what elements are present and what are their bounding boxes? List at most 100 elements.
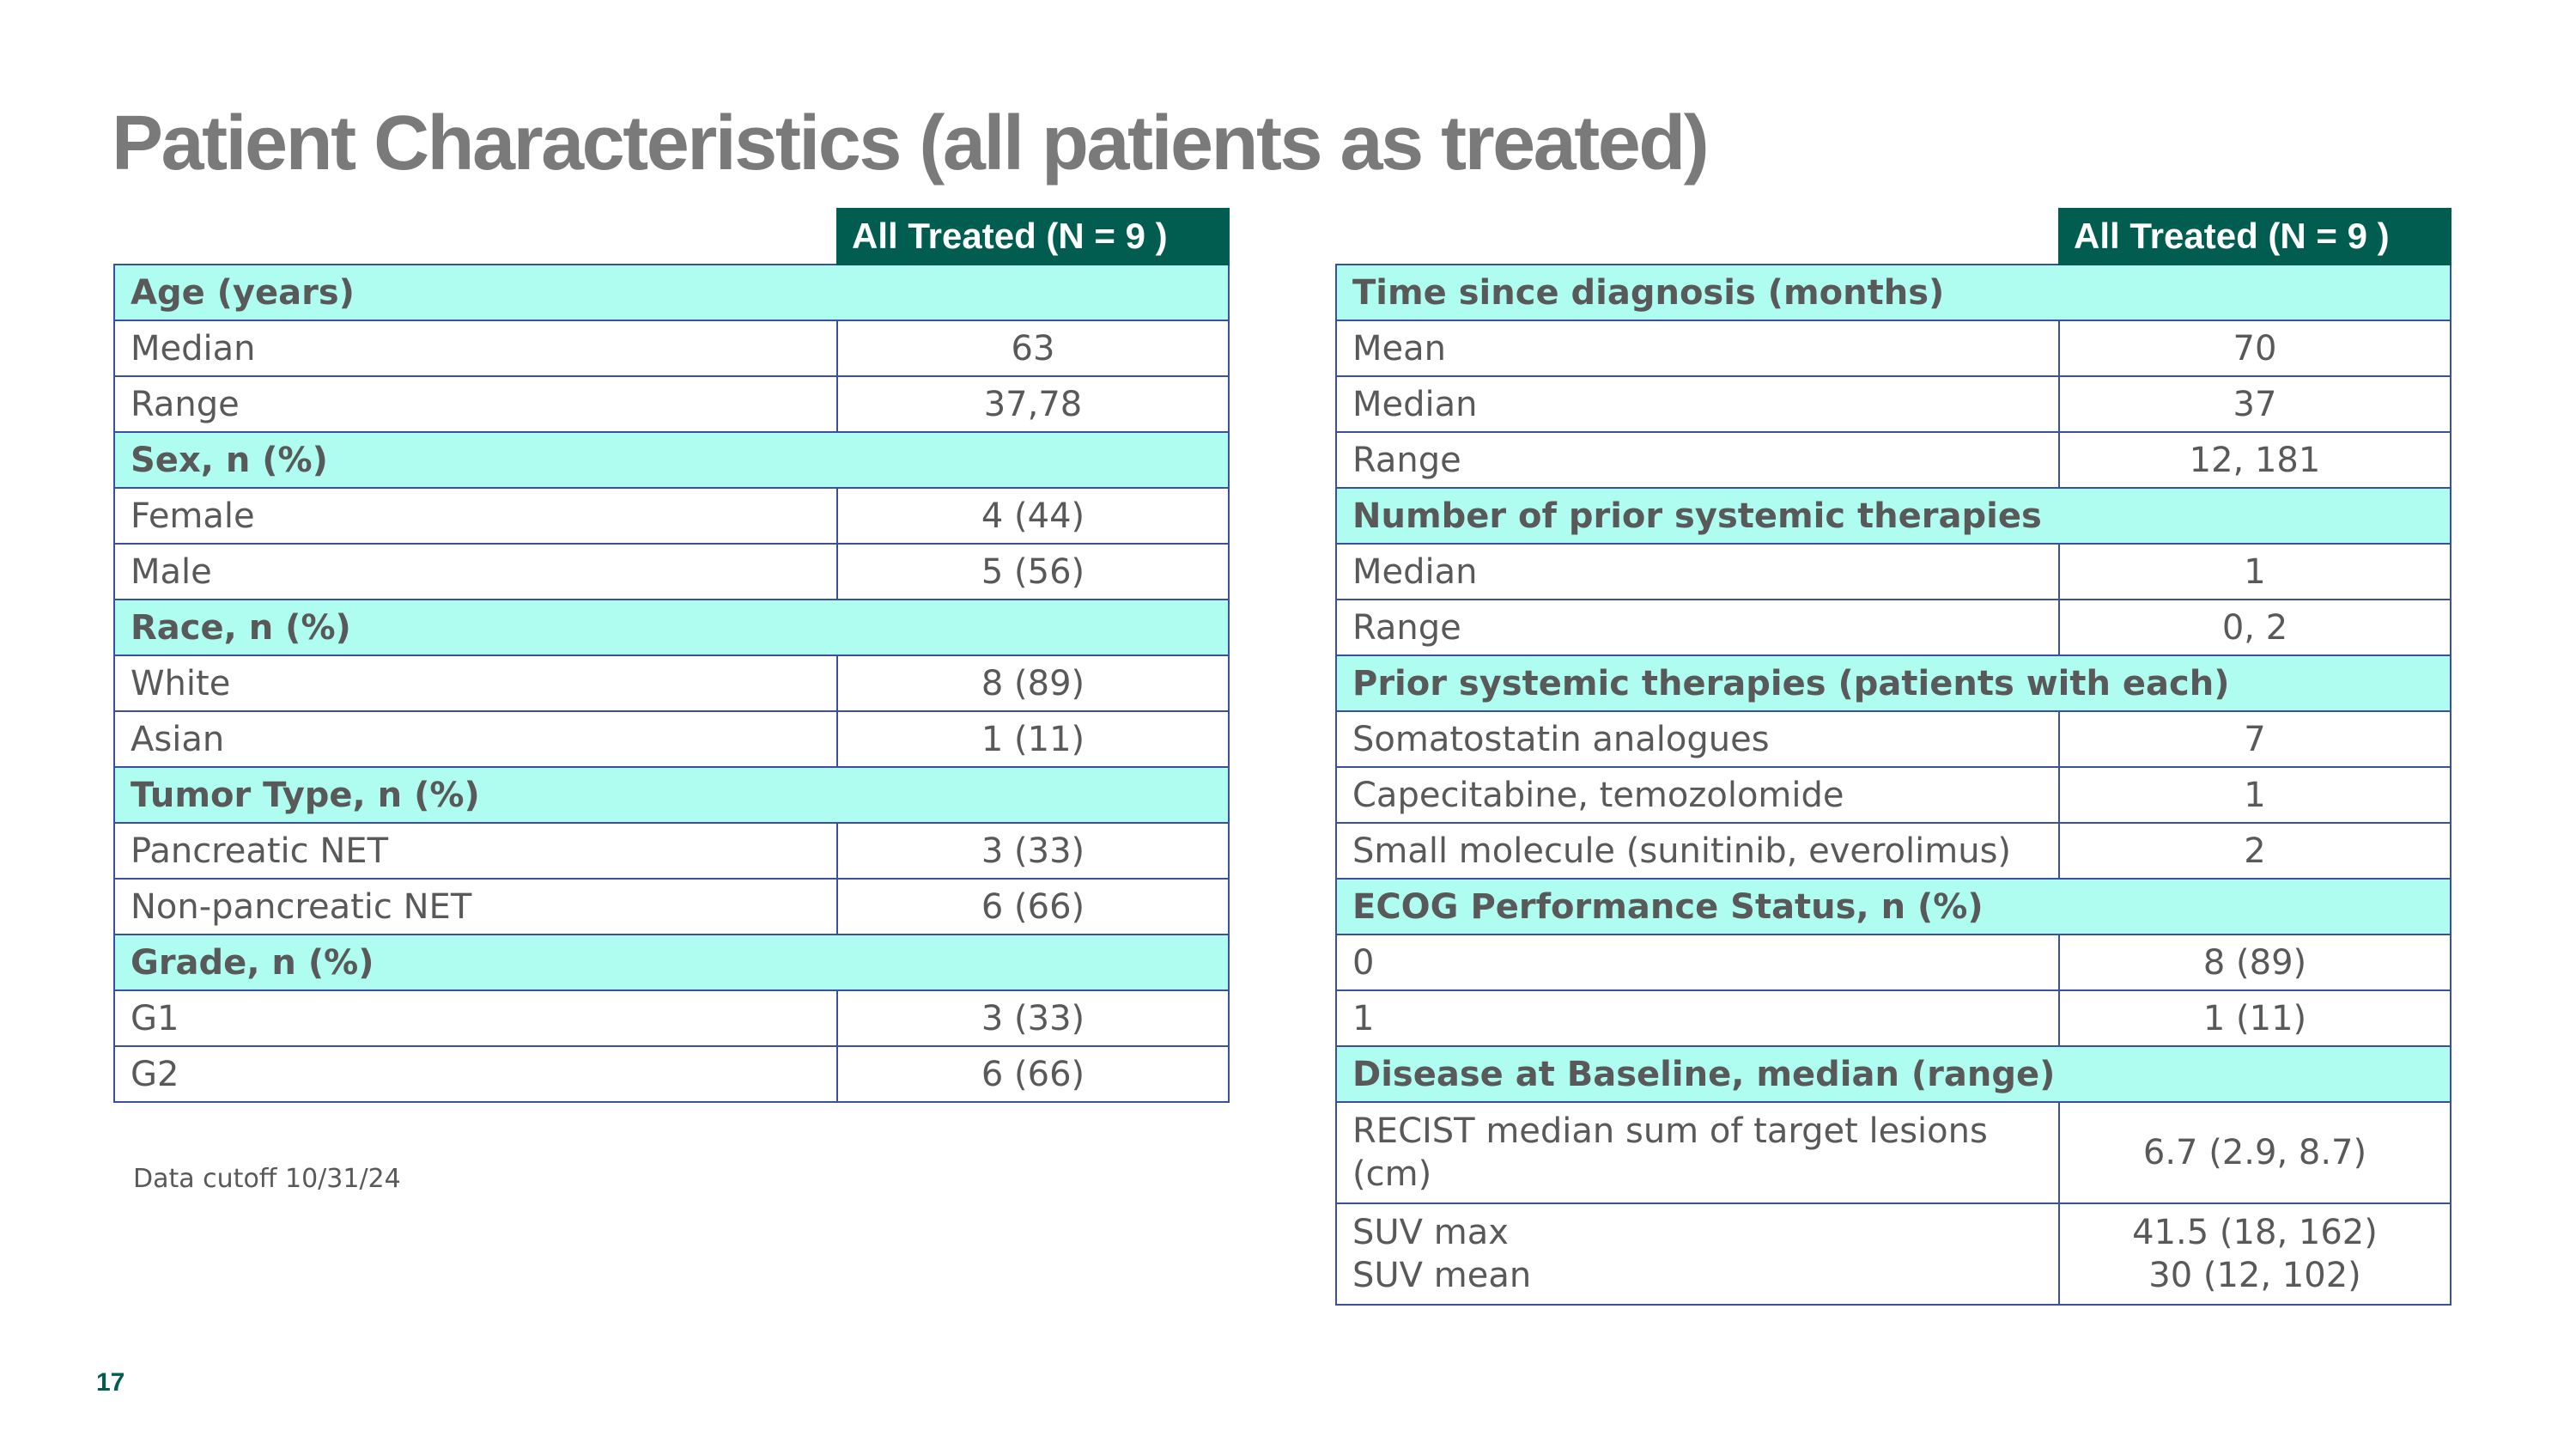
section-header-row: Age (years) [113, 264, 1230, 321]
section-header-row: ECOG Performance Status, n (%) [1335, 878, 2451, 935]
row-value: 6 (66) [836, 1045, 1230, 1103]
row-label: Male [113, 543, 838, 600]
data-cutoff-footnote: Data cutoff 10/31/24 [133, 1164, 401, 1194]
section-label: Age (years) [113, 264, 1230, 321]
row-label: Female [113, 487, 838, 545]
row-value: 3 (33) [836, 989, 1230, 1047]
row-value: 63 [836, 320, 1230, 377]
section-header-row: Time since diagnosis (months) [1335, 264, 2451, 321]
table-row: Somatostatin analogues 7 [1335, 710, 2451, 768]
section-header-row: Tumor Type, n (%) [113, 766, 1230, 824]
row-value: 1 [2058, 766, 2451, 824]
patient-characteristics-table-right: All Treated (N = 9 ) Time since diagnosi… [1335, 208, 2451, 1306]
row-value: 1 (11) [836, 710, 1230, 768]
table-row: Range 37,78 [113, 375, 1230, 433]
table-row: G2 6 (66) [113, 1045, 1230, 1103]
slide-title: Patient Characteristics (all patients as… [112, 100, 1710, 186]
table-row: Range 0, 2 [1335, 599, 2451, 656]
row-label: 0 [1335, 934, 2060, 991]
section-label: Grade, n (%) [113, 934, 1230, 991]
row-label: SUV max SUV mean [1335, 1202, 2060, 1306]
section-label: Sex, n (%) [113, 431, 1230, 489]
section-label: ECOG Performance Status, n (%) [1335, 878, 2451, 935]
table-row: White 8 (89) [113, 654, 1230, 712]
section-label: Time since diagnosis (months) [1335, 264, 2451, 321]
row-label: Non-pancreatic NET [113, 878, 838, 935]
table-row: Median 1 [1335, 543, 2451, 600]
row-label: Capecitabine, temozolomide [1335, 766, 2060, 824]
blank-header-cell [1336, 209, 2059, 265]
row-label: Median [1335, 543, 2060, 600]
row-value-line: 30 (12, 102) [2148, 1256, 2361, 1295]
table-row: Non-pancreatic NET 6 (66) [113, 878, 1230, 935]
section-header-row: Number of prior systemic therapies [1335, 487, 2451, 545]
row-label: Asian [113, 710, 838, 768]
row-value: 3 (33) [836, 822, 1230, 880]
table-row: Capecitabine, temozolomide 1 [1335, 766, 2451, 824]
patient-characteristics-table-left: All Treated (N = 9 ) Age (years) Median 63… [113, 208, 1230, 1103]
row-value: 8 (89) [2058, 934, 2451, 991]
row-label: Range [113, 375, 838, 433]
row-value: 37,78 [836, 375, 1230, 433]
row-label: 1 [1335, 989, 2060, 1047]
row-value: 6 (66) [836, 878, 1230, 935]
section-header-row: Grade, n (%) [113, 934, 1230, 991]
section-header-row: Race, n (%) [113, 599, 1230, 656]
table-row: G1 3 (33) [113, 989, 1230, 1047]
table-row: Median 63 [113, 320, 1230, 377]
row-value: 5 (56) [836, 543, 1230, 600]
row-label: Somatostatin analogues [1335, 710, 2060, 768]
blank-header-cell [114, 209, 837, 265]
row-value: 2 [2058, 822, 2451, 880]
row-label: White [113, 654, 838, 712]
row-value: 41.5 (18, 162) 30 (12, 102) [2058, 1202, 2451, 1306]
section-label: Number of prior systemic therapies [1335, 487, 2451, 545]
section-label: Disease at Baseline, median (range) [1335, 1045, 2451, 1103]
table-row: SUV max SUV mean 41.5 (18, 162) 30 (12, 102… [1335, 1202, 2451, 1306]
row-value: 4 (44) [836, 487, 1230, 545]
row-label: RECIST median sum of target lesions (cm) [1335, 1101, 2060, 1204]
section-label: Prior systemic therapies (patients with … [1335, 654, 2451, 712]
section-header-row: Prior systemic therapies (patients with … [1335, 654, 2451, 712]
section-label: Tumor Type, n (%) [113, 766, 1230, 824]
row-value: 6.7 (2.9, 8.7) [2058, 1101, 2451, 1204]
row-value: 8 (89) [836, 654, 1230, 712]
table-row: Asian 1 (11) [113, 710, 1230, 768]
row-value: 1 (11) [2058, 989, 2451, 1047]
table-row: Female 4 (44) [113, 487, 1230, 545]
section-label: Race, n (%) [113, 599, 1230, 656]
row-label: Range [1335, 431, 2060, 489]
row-label: Median [1335, 375, 2060, 433]
row-value: 1 [2058, 543, 2451, 600]
table-row: Pancreatic NET 3 (33) [113, 822, 1230, 880]
row-value: 70 [2058, 320, 2451, 377]
all-treated-header: All Treated (N = 9 ) [2058, 208, 2451, 265]
row-label: Pancreatic NET [113, 822, 838, 880]
all-treated-header: All Treated (N = 9 ) [836, 208, 1230, 265]
row-label: Median [113, 320, 838, 377]
row-value: 12, 181 [2058, 431, 2451, 489]
row-value: 37 [2058, 375, 2451, 433]
row-label: Range [1335, 599, 2060, 656]
row-value-line: 41.5 (18, 162) [2132, 1213, 2378, 1252]
table-row: Mean 70 [1335, 320, 2451, 377]
table-row: Male 5 (56) [113, 543, 1230, 600]
table-header-row: All Treated (N = 9 ) [1336, 208, 2451, 265]
section-header-row: Sex, n (%) [113, 431, 1230, 489]
row-label: G1 [113, 989, 838, 1047]
row-value: 0, 2 [2058, 599, 2451, 656]
row-label: G2 [113, 1045, 838, 1103]
page-number: 17 [96, 1368, 125, 1397]
table-row: RECIST median sum of target lesions (cm)… [1335, 1101, 2451, 1204]
row-label-line: SUV max [1352, 1213, 1509, 1252]
table-row: Range 12, 181 [1335, 431, 2451, 489]
row-label: Small molecule (sunitinib, everolimus) [1335, 822, 2060, 880]
row-label-line: SUV mean [1352, 1256, 1532, 1295]
section-header-row: Disease at Baseline, median (range) [1335, 1045, 2451, 1103]
table-header-row: All Treated (N = 9 ) [114, 208, 1230, 265]
table-row: Small molecule (sunitinib, everolimus) 2 [1335, 822, 2451, 880]
row-value: 7 [2058, 710, 2451, 768]
table-row: Median 37 [1335, 375, 2451, 433]
